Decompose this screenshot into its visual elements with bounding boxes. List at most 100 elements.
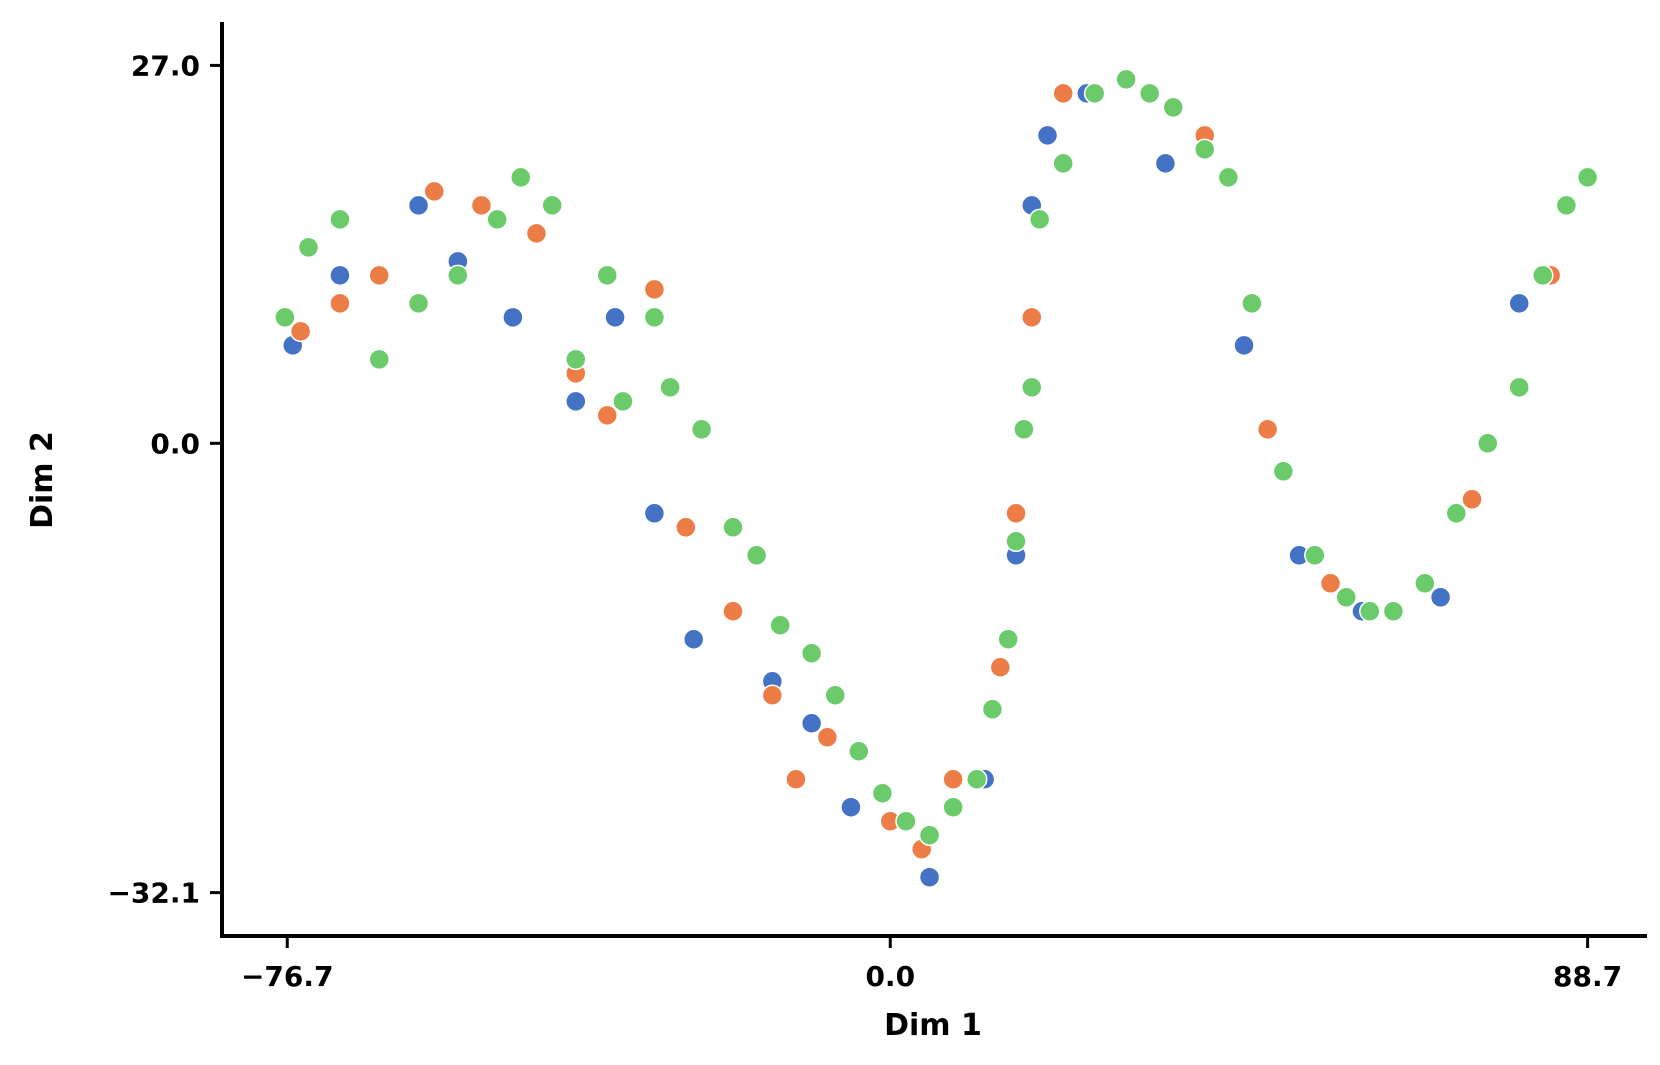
data-point [565, 348, 587, 371]
data-point [368, 264, 390, 287]
data-point [989, 656, 1012, 679]
data-point [1005, 530, 1027, 553]
x-axis-title: Dim 1 [884, 1008, 982, 1043]
data-point [848, 740, 870, 762]
data-point [895, 810, 917, 832]
data-point [1036, 124, 1059, 147]
data-point [785, 768, 807, 790]
data-point [1193, 138, 1216, 161]
data-point [297, 236, 320, 259]
data-point [407, 292, 430, 315]
data-point [816, 726, 839, 748]
data-point [682, 628, 705, 651]
data-point [329, 292, 351, 315]
data-point [824, 684, 846, 707]
data-point [423, 180, 446, 203]
data-point [289, 320, 312, 343]
data-point [800, 712, 823, 734]
data-point [918, 866, 941, 888]
data-point [675, 516, 697, 539]
data-point [565, 390, 587, 413]
data-point [643, 278, 666, 301]
series-2 [274, 68, 1599, 846]
data-point [1162, 96, 1185, 119]
y-tick-label: 0.0 [150, 427, 200, 460]
data-point [470, 194, 493, 217]
data-point [769, 614, 791, 637]
data-point [1532, 264, 1554, 287]
data-point [942, 768, 964, 790]
y-tick-label: −32.1 [107, 877, 200, 910]
data-point [447, 264, 469, 287]
data-point [502, 306, 524, 329]
data-point [761, 684, 784, 707]
data-point [1154, 152, 1177, 175]
data-point [525, 222, 548, 245]
data-point [1335, 586, 1357, 609]
data-point [1256, 418, 1279, 441]
data-point [1382, 600, 1405, 623]
data-point [510, 166, 532, 189]
data-point [1115, 68, 1137, 91]
data-point [329, 264, 351, 287]
data-point [1233, 334, 1255, 357]
data-point [1138, 82, 1161, 105]
data-point [745, 544, 768, 567]
data-point [1304, 544, 1326, 567]
x-ticks: −76.7 0.0 88.7 [241, 936, 1622, 993]
data-point [407, 194, 430, 217]
series-0 [282, 82, 1530, 888]
data-point [1021, 376, 1043, 399]
data-point [1445, 502, 1468, 525]
x-tick-label: −76.7 [241, 960, 334, 993]
data-point [840, 796, 862, 818]
data-point [918, 824, 941, 846]
data-point [643, 306, 666, 329]
data-point [1508, 376, 1530, 399]
data-point [659, 376, 681, 399]
data-point [274, 306, 296, 329]
x-tick-label: 0.0 [865, 960, 915, 993]
data-point [1217, 166, 1240, 189]
data-point [722, 600, 744, 623]
data-point [1576, 166, 1599, 189]
data-point [604, 306, 626, 329]
data-point [965, 768, 988, 790]
data-point [871, 782, 894, 804]
data-point [1013, 418, 1035, 441]
data-point [329, 208, 351, 231]
data-point [1021, 306, 1043, 329]
data-point [1414, 572, 1436, 595]
data-point [981, 698, 1004, 720]
data-point [1359, 600, 1381, 623]
data-point [1461, 488, 1483, 511]
data-point [596, 264, 618, 287]
data-point [997, 628, 1019, 651]
data-point [612, 390, 634, 413]
data-point [800, 642, 823, 665]
plot-points [274, 68, 1599, 888]
data-point [1319, 572, 1342, 595]
data-point [596, 404, 618, 427]
data-point [1083, 82, 1106, 105]
data-point [1477, 432, 1499, 455]
x-tick-label: 88.7 [1553, 960, 1622, 993]
data-point [1052, 82, 1074, 105]
data-point [1508, 292, 1530, 315]
data-point [1272, 460, 1295, 483]
data-point [486, 208, 508, 231]
data-point [1005, 502, 1027, 525]
data-point [541, 194, 563, 217]
data-point [690, 418, 713, 441]
data-point [1429, 586, 1452, 609]
data-point [1052, 152, 1074, 175]
y-axis-title: Dim 2 [25, 431, 60, 529]
data-point [1241, 292, 1263, 315]
data-point [1555, 194, 1578, 217]
data-point [942, 796, 964, 818]
data-point [643, 502, 666, 525]
data-point [722, 516, 744, 539]
y-ticks: 27.0 0.0 −32.1 [107, 49, 222, 910]
series-1 [289, 68, 1562, 860]
